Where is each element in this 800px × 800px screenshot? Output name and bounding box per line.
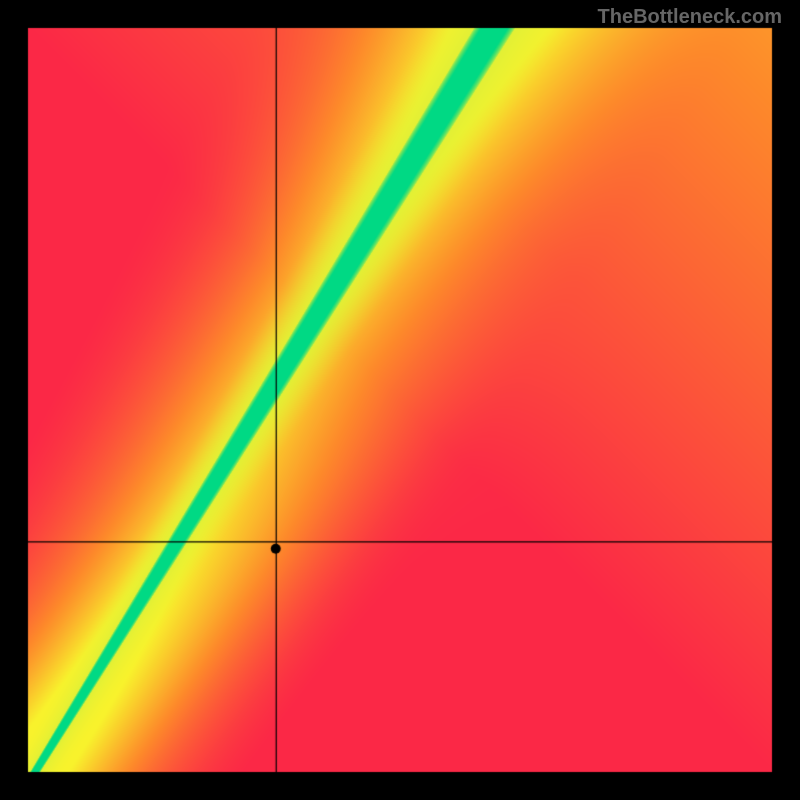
heatmap-canvas [0, 0, 800, 800]
chart-container: TheBottleneck.com [0, 0, 800, 800]
watermark-text: TheBottleneck.com [598, 6, 782, 29]
